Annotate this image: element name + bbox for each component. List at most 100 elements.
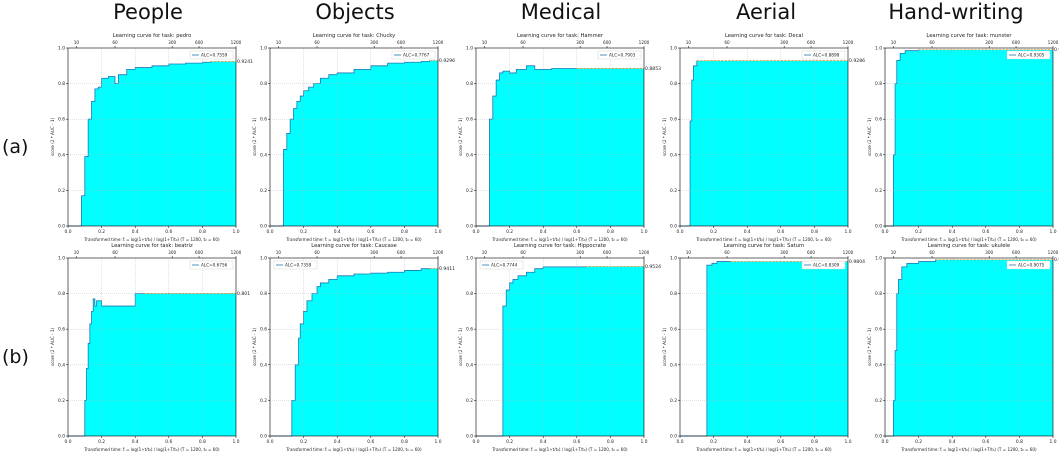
y-tick-label: 0.6 bbox=[875, 117, 882, 123]
top-tick-label: 600 bbox=[807, 40, 815, 45]
y-tick-label: 0.4 bbox=[58, 152, 65, 158]
y-tick-label: 0.8 bbox=[260, 81, 267, 87]
y-axis-label: score (2 * AUC - 1) bbox=[458, 328, 463, 366]
plot-frame bbox=[679, 257, 849, 437]
x-tick-label: 0.2 bbox=[710, 229, 717, 235]
learning-curve-area bbox=[885, 49, 1053, 227]
x-tick-label: 0.6 bbox=[982, 439, 989, 445]
y-tick-label: 0.4 bbox=[466, 152, 473, 158]
top-tick-label: 1200 bbox=[1048, 250, 1059, 255]
x-tick-label: 0.6 bbox=[367, 439, 374, 445]
x-tick-label: 0.6 bbox=[367, 229, 374, 235]
y-tick-label: 0.6 bbox=[670, 327, 677, 333]
chart-title: Learning curve for task: Chucky bbox=[313, 33, 395, 39]
x-tick-label: 1.0 bbox=[1050, 439, 1057, 445]
top-tick-label: 600 bbox=[1012, 40, 1020, 45]
y-axis-label: score (2 * AUC - 1) bbox=[50, 328, 55, 366]
y-tick-label: 0.8 bbox=[875, 81, 882, 87]
y-tick-label: 0.8 bbox=[466, 81, 473, 87]
top-tick-label: 10 bbox=[74, 250, 80, 255]
y-tick-label: 0.4 bbox=[260, 152, 267, 158]
final-score-label: 0.9286 bbox=[849, 58, 865, 64]
y-tick-label: 1.0 bbox=[260, 256, 267, 262]
top-tick-label: 300 bbox=[168, 40, 176, 45]
top-tick-label: 10 bbox=[482, 40, 488, 45]
y-tick-label: 0.8 bbox=[466, 291, 473, 297]
legend-box bbox=[479, 260, 524, 270]
legend-box bbox=[597, 50, 642, 60]
x-tick-label: 0.4 bbox=[132, 229, 139, 235]
top-tick-label: 300 bbox=[168, 250, 176, 255]
y-tick-label: 0.2 bbox=[260, 188, 267, 194]
top-tick-label: 600 bbox=[195, 250, 203, 255]
legend-box bbox=[391, 50, 436, 60]
x-tick-label: 1.0 bbox=[233, 229, 240, 235]
y-tick-label: 0.2 bbox=[875, 398, 882, 404]
top-tick-label: 300 bbox=[780, 250, 788, 255]
x-tick-label: 0.0 bbox=[65, 439, 72, 445]
x-tick-label: 0.4 bbox=[132, 439, 139, 445]
y-tick-label: 0.8 bbox=[875, 291, 882, 297]
learning-curve-line bbox=[680, 60, 698, 227]
plot-frame bbox=[475, 47, 645, 227]
y-tick-label: 0.4 bbox=[260, 362, 267, 368]
x-tick-label: 1.0 bbox=[435, 439, 442, 445]
y-tick-label: 0.4 bbox=[58, 362, 65, 368]
row-label-a: (a) bbox=[2, 136, 29, 158]
x-tick-label: 0.2 bbox=[98, 229, 105, 235]
y-tick-label: 0.2 bbox=[670, 188, 677, 194]
chart-title: Learning curve for task: beatriz bbox=[111, 243, 193, 249]
top-tick-label: 60 bbox=[314, 40, 320, 45]
learning-curve-area bbox=[476, 266, 644, 436]
y-tick-label: 0.4 bbox=[466, 362, 473, 368]
learning-curve-chart: Learning curve for task: pedro 10 60 300 600… bbox=[50, 33, 253, 242]
x-axis-label: Transformed time: t̃ = log(1+t/t₀) / log… bbox=[83, 237, 220, 242]
x-tick-label: 0.4 bbox=[744, 439, 751, 445]
top-tick-label: 10 bbox=[686, 40, 692, 45]
x-tick-label: 0.6 bbox=[573, 229, 580, 235]
y-tick-label: 0.0 bbox=[260, 434, 267, 440]
top-tick-label: 10 bbox=[891, 40, 897, 45]
legend: ALC=0.8309 bbox=[801, 260, 846, 270]
top-tick-label: 10 bbox=[276, 40, 282, 45]
learning-curve-chart: Learning curve for task: Decal 10 60 300 600… bbox=[662, 33, 865, 242]
learning-curve-area bbox=[476, 65, 644, 226]
y-tick-label: 0.0 bbox=[466, 224, 473, 230]
top-tick-label: 1200 bbox=[639, 250, 650, 255]
top-tick-label: 600 bbox=[397, 250, 405, 255]
y-tick-label: 0.0 bbox=[260, 224, 267, 230]
y-tick-label: 0.2 bbox=[670, 398, 677, 404]
legend-label: ALC=0.8309 bbox=[813, 263, 840, 268]
x-tick-label: 0.4 bbox=[334, 439, 341, 445]
y-tick-label: 1.0 bbox=[670, 256, 677, 262]
chart-title: Learning curve for task: Saturn bbox=[724, 243, 805, 249]
top-tick-label: 300 bbox=[985, 250, 993, 255]
y-tick-label: 0.6 bbox=[670, 117, 677, 123]
top-tick-label: 600 bbox=[1012, 250, 1020, 255]
x-tick-label: 0.4 bbox=[744, 229, 751, 235]
x-tick-label: 0.6 bbox=[165, 439, 172, 445]
y-tick-label: 0.0 bbox=[875, 224, 882, 230]
x-tick-label: 0.8 bbox=[199, 229, 206, 235]
x-tick-label: 0.0 bbox=[65, 229, 72, 235]
top-tick-label: 600 bbox=[807, 250, 815, 255]
chart-title: Learning curve for task: Decal bbox=[725, 33, 803, 39]
final-score-label: 0.9903 bbox=[1054, 257, 1059, 263]
x-tick-label: 0.0 bbox=[473, 229, 480, 235]
y-tick-label: 1.0 bbox=[58, 46, 65, 52]
learning-curve-chart: Learning curve for task: munster 10 60 300 6… bbox=[867, 33, 1059, 242]
x-tick-label: 0.8 bbox=[401, 439, 408, 445]
top-tick-label: 300 bbox=[780, 40, 788, 45]
chart-title: Learning curve for task: pedro bbox=[113, 33, 191, 39]
learning-curve-area bbox=[885, 259, 1053, 436]
top-tick-label: 60 bbox=[724, 40, 730, 45]
x-axis-label: Transformed time: t̃ = log(1+t/t₀) / log… bbox=[491, 447, 628, 452]
final-score-label: 0.9524 bbox=[645, 264, 661, 270]
top-tick-label: 300 bbox=[576, 40, 584, 45]
learning-curve-line bbox=[476, 65, 578, 227]
chart-title: Learning curve for task: Caucase bbox=[311, 243, 396, 249]
final-score-label: 0.9241 bbox=[237, 59, 253, 65]
y-tick-label: 1.0 bbox=[58, 256, 65, 262]
learning-curve-area bbox=[270, 268, 438, 436]
legend: ALC=0.7767 bbox=[391, 50, 436, 60]
